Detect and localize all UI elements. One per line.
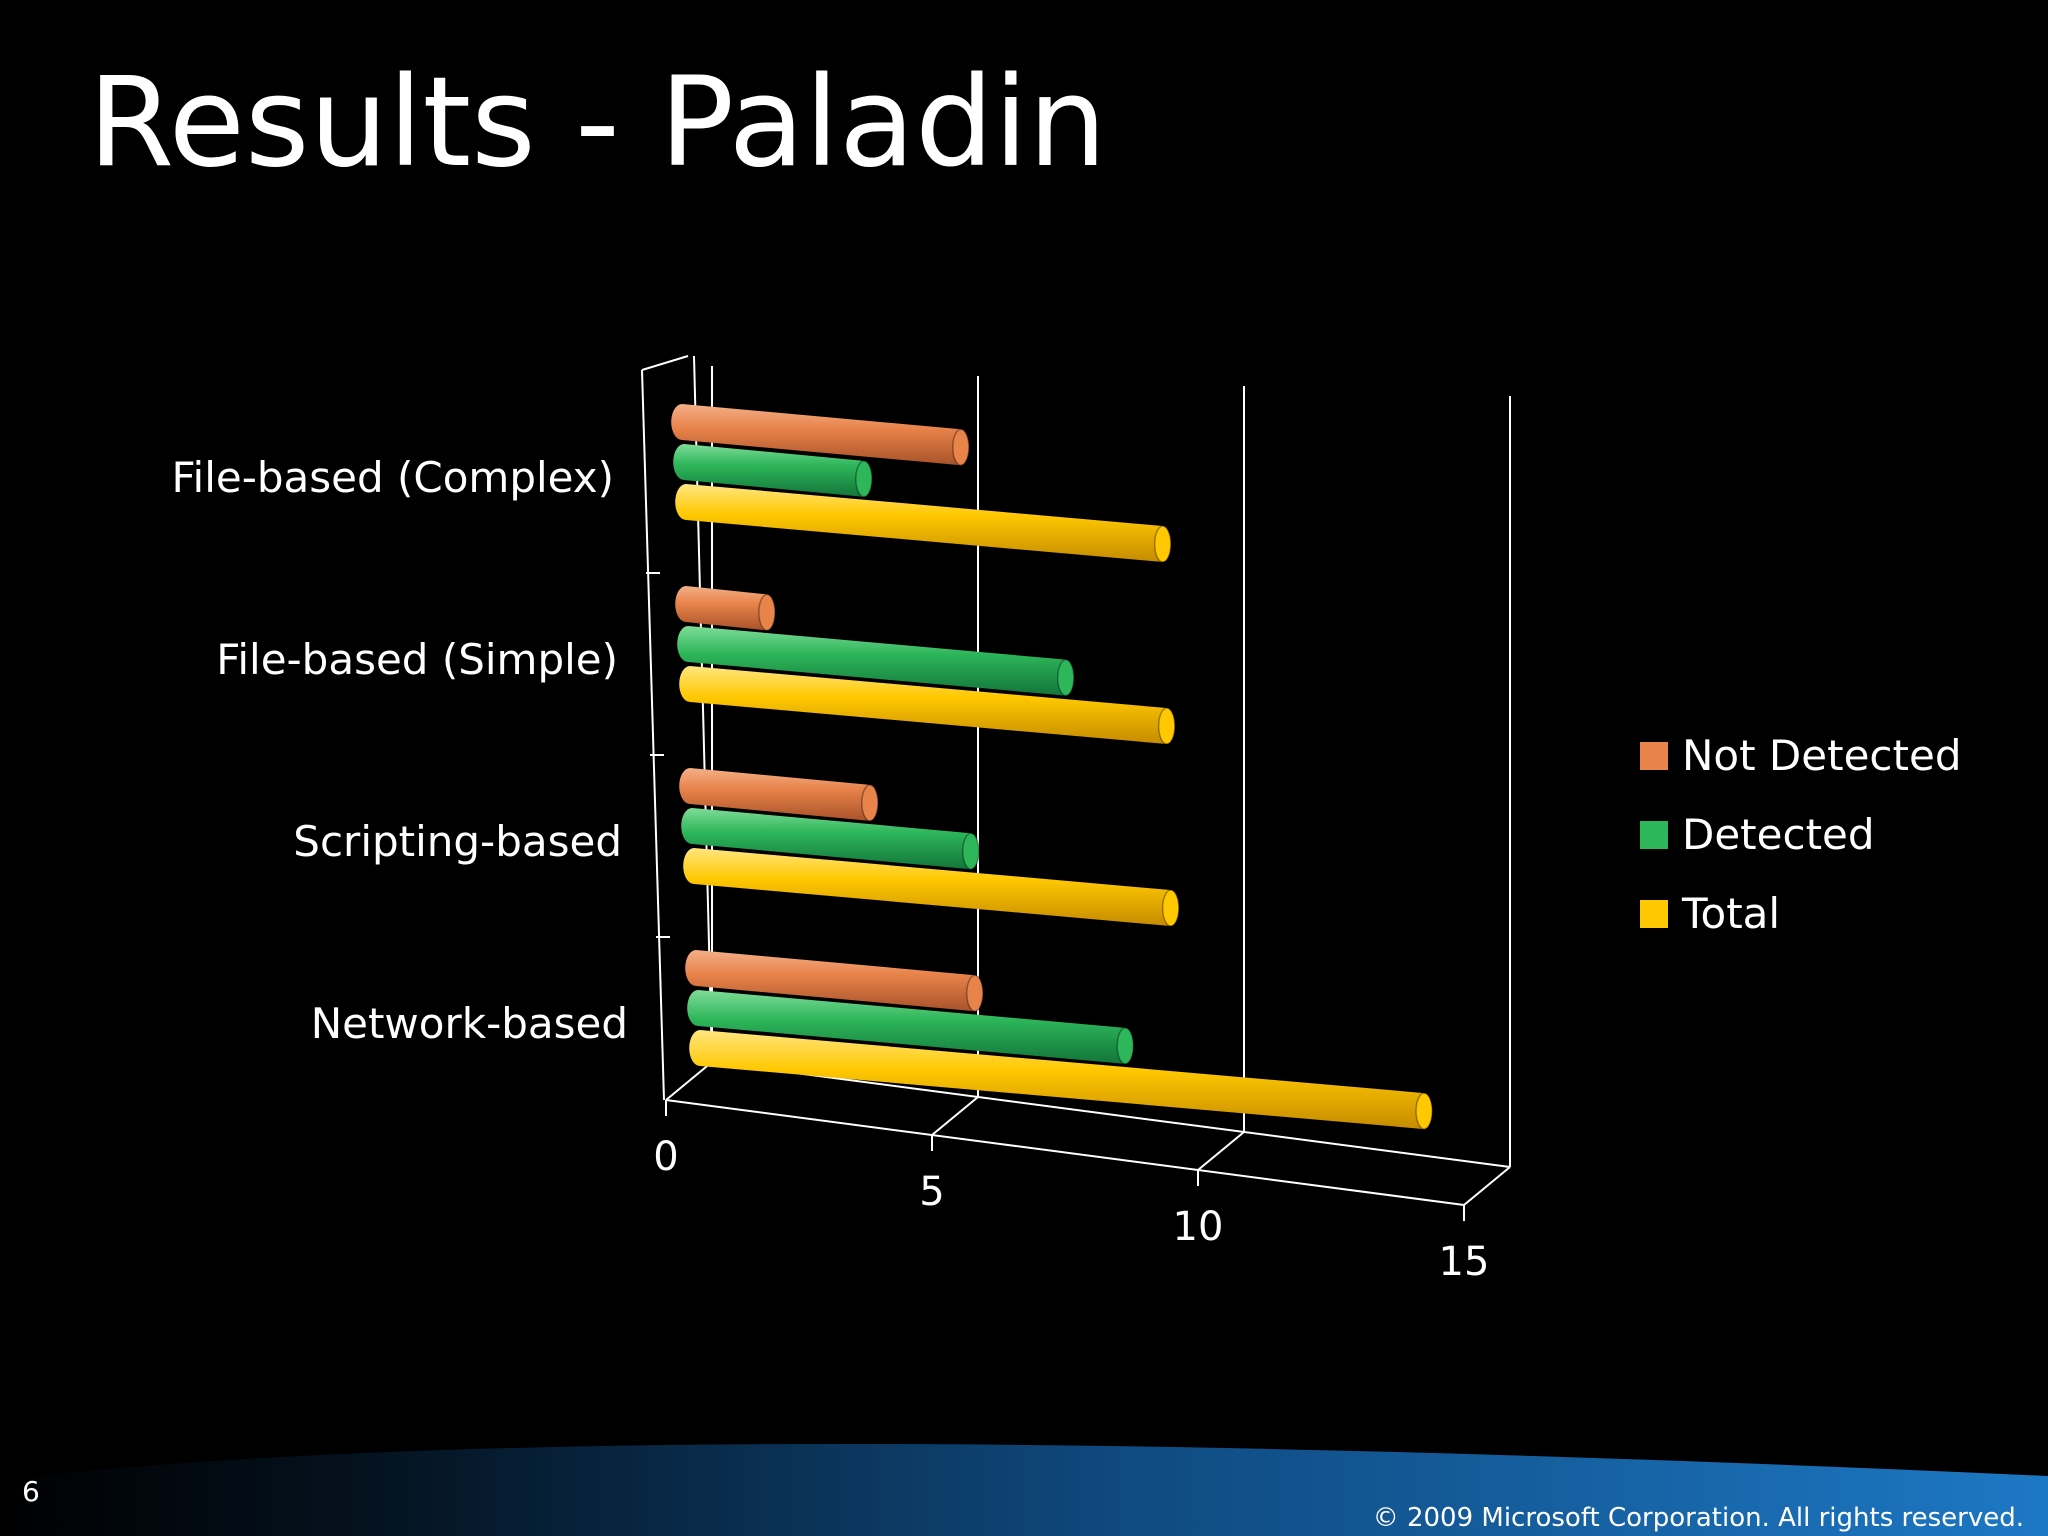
x-tick-label: 10 — [1173, 1204, 1224, 1250]
y-axis-line — [641, 369, 665, 1101]
slide-title: Results - Paladin — [88, 51, 1107, 195]
bar-not-detected — [671, 404, 970, 466]
legend-label: Detected — [1682, 810, 1875, 859]
bar-total — [683, 848, 1180, 927]
legend-swatch — [1640, 742, 1668, 770]
x-tick-label: 0 — [653, 1134, 678, 1180]
slide-number: 6 — [22, 1475, 40, 1508]
category-label: File-based (Simple) — [216, 635, 618, 684]
bar-detected — [677, 626, 1075, 697]
floor-depth-line — [1197, 1131, 1245, 1171]
bar-detected — [687, 990, 1135, 1065]
copyright-notice: © 2009 Microsoft Corporation. All rights… — [1372, 1503, 2024, 1533]
x-tick-label: 15 — [1439, 1239, 1490, 1285]
floor-depth-line — [931, 1096, 979, 1136]
floor-depth-line — [665, 1061, 713, 1101]
category-label: File-based (Complex) — [171, 453, 614, 502]
footer-band — [0, 1443, 2048, 1536]
bar-total — [675, 484, 1172, 563]
bar-chart: File-based (Complex) File-based (Simple) S… — [171, 355, 1961, 1285]
side-wall-top-edge — [641, 355, 689, 371]
x-tick-label: 5 — [919, 1169, 944, 1215]
bar-not-detected — [679, 768, 879, 822]
category-label: Scripting-based — [293, 817, 622, 866]
floor-back-edge — [711, 1061, 1511, 1168]
bar-total — [689, 1030, 1433, 1130]
bar-detected — [681, 808, 980, 870]
bar-detected — [673, 444, 873, 498]
legend-label: Not Detected — [1682, 731, 1961, 780]
legend: Not Detected Detected Total — [1640, 731, 1961, 938]
bar-not-detected — [675, 586, 776, 632]
bar-not-detected — [685, 950, 984, 1012]
x-axis-line — [665, 1099, 1465, 1206]
floor-depth-line — [1463, 1166, 1511, 1206]
legend-label: Total — [1681, 889, 1780, 938]
bar-total — [679, 666, 1176, 745]
legend-swatch — [1640, 900, 1668, 928]
category-label: Network-based — [311, 999, 628, 1048]
legend-swatch — [1640, 821, 1668, 849]
